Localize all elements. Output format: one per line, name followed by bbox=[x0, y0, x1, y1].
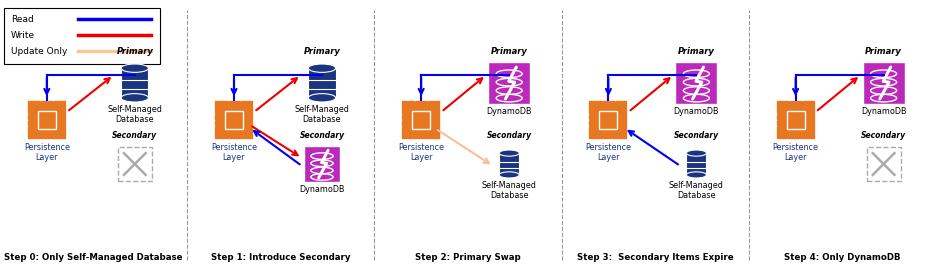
Text: Primary: Primary bbox=[865, 47, 902, 56]
Text: DynamoDB: DynamoDB bbox=[674, 107, 719, 116]
Text: Secondary: Secondary bbox=[487, 131, 532, 140]
Text: Self-Managed
Database: Self-Managed Database bbox=[669, 181, 724, 200]
FancyBboxPatch shape bbox=[308, 68, 336, 98]
FancyBboxPatch shape bbox=[311, 156, 333, 163]
FancyBboxPatch shape bbox=[496, 82, 522, 91]
Text: Update Only: Update Only bbox=[11, 47, 67, 55]
Ellipse shape bbox=[686, 150, 707, 156]
Ellipse shape bbox=[121, 64, 149, 72]
Text: Write: Write bbox=[11, 31, 36, 39]
FancyBboxPatch shape bbox=[121, 68, 149, 98]
Text: Step 0: Only Self-Managed Database: Step 0: Only Self-Managed Database bbox=[5, 253, 183, 262]
FancyBboxPatch shape bbox=[496, 74, 522, 82]
Text: Primary: Primary bbox=[116, 47, 154, 56]
Text: DynamoDB: DynamoDB bbox=[861, 107, 906, 116]
FancyBboxPatch shape bbox=[311, 170, 333, 177]
Text: Persistence
Layer: Persistence Layer bbox=[772, 143, 819, 162]
Ellipse shape bbox=[308, 94, 336, 102]
Text: Self-Managed
Database: Self-Managed Database bbox=[295, 105, 349, 124]
FancyBboxPatch shape bbox=[870, 90, 897, 98]
FancyBboxPatch shape bbox=[686, 153, 707, 175]
FancyBboxPatch shape bbox=[870, 82, 897, 91]
Text: Secondary: Secondary bbox=[300, 131, 344, 140]
Ellipse shape bbox=[499, 150, 519, 156]
Ellipse shape bbox=[121, 94, 149, 102]
FancyBboxPatch shape bbox=[776, 100, 815, 140]
FancyBboxPatch shape bbox=[867, 147, 900, 181]
Text: Step 1: Introduce Secondary: Step 1: Introduce Secondary bbox=[211, 253, 351, 262]
Text: Step 2: Primary Swap: Step 2: Primary Swap bbox=[416, 253, 520, 262]
FancyBboxPatch shape bbox=[676, 62, 717, 104]
Text: Persistence
Layer: Persistence Layer bbox=[585, 143, 632, 162]
FancyBboxPatch shape bbox=[304, 146, 340, 182]
FancyBboxPatch shape bbox=[863, 62, 904, 104]
Text: Secondary: Secondary bbox=[674, 131, 719, 140]
FancyBboxPatch shape bbox=[870, 74, 897, 82]
FancyBboxPatch shape bbox=[589, 100, 628, 140]
Text: Self-Managed
Database: Self-Managed Database bbox=[108, 105, 162, 124]
FancyBboxPatch shape bbox=[4, 8, 160, 64]
FancyBboxPatch shape bbox=[489, 62, 530, 104]
FancyBboxPatch shape bbox=[118, 147, 152, 181]
Text: Persistence
Layer: Persistence Layer bbox=[211, 143, 257, 162]
Ellipse shape bbox=[686, 172, 707, 178]
Text: Persistence
Layer: Persistence Layer bbox=[398, 143, 445, 162]
Text: Step 3:  Secondary Items Expire: Step 3: Secondary Items Expire bbox=[577, 253, 734, 262]
Text: Primary: Primary bbox=[678, 47, 715, 56]
Text: DynamoDB: DynamoDB bbox=[300, 185, 344, 194]
FancyBboxPatch shape bbox=[683, 82, 709, 91]
Text: Secondary: Secondary bbox=[112, 131, 157, 140]
Text: Primary: Primary bbox=[490, 47, 528, 56]
Text: Read: Read bbox=[11, 14, 34, 24]
Text: DynamoDB: DynamoDB bbox=[487, 107, 532, 116]
FancyBboxPatch shape bbox=[683, 90, 709, 98]
FancyBboxPatch shape bbox=[683, 74, 709, 82]
Text: Persistence
Layer: Persistence Layer bbox=[23, 143, 70, 162]
Text: Secondary: Secondary bbox=[861, 131, 906, 140]
Ellipse shape bbox=[308, 64, 336, 72]
FancyBboxPatch shape bbox=[311, 163, 333, 170]
Text: Self-Managed
Database: Self-Managed Database bbox=[482, 181, 536, 200]
Text: Primary: Primary bbox=[303, 47, 341, 56]
FancyBboxPatch shape bbox=[27, 100, 66, 140]
FancyBboxPatch shape bbox=[499, 153, 519, 175]
FancyBboxPatch shape bbox=[214, 100, 254, 140]
Ellipse shape bbox=[499, 172, 519, 178]
Text: Step 4: Only DynamoDB: Step 4: Only DynamoDB bbox=[784, 253, 900, 262]
FancyBboxPatch shape bbox=[402, 100, 441, 140]
FancyBboxPatch shape bbox=[496, 90, 522, 98]
